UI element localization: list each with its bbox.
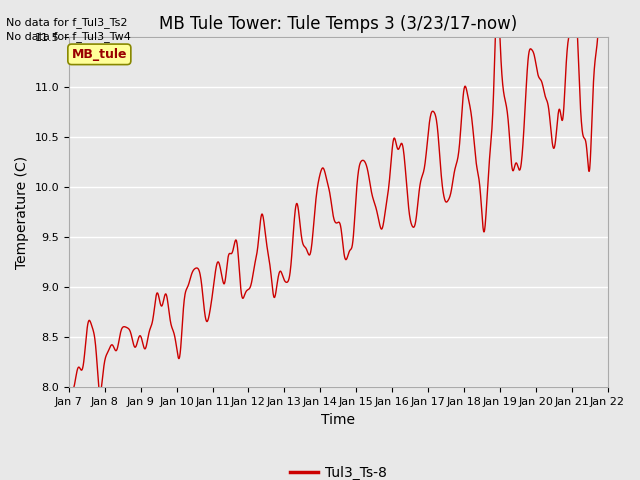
X-axis label: Time: Time bbox=[321, 413, 355, 427]
Legend: Tul3_Ts-8: Tul3_Ts-8 bbox=[284, 460, 392, 480]
Text: MB_tule: MB_tule bbox=[72, 48, 127, 61]
Text: No data for f_Tul3_Tw4: No data for f_Tul3_Tw4 bbox=[6, 31, 131, 42]
Y-axis label: Temperature (C): Temperature (C) bbox=[15, 156, 29, 269]
Text: No data for f_Tul3_Ts2: No data for f_Tul3_Ts2 bbox=[6, 17, 128, 28]
Title: MB Tule Tower: Tule Temps 3 (3/23/17-now): MB Tule Tower: Tule Temps 3 (3/23/17-now… bbox=[159, 15, 517, 33]
